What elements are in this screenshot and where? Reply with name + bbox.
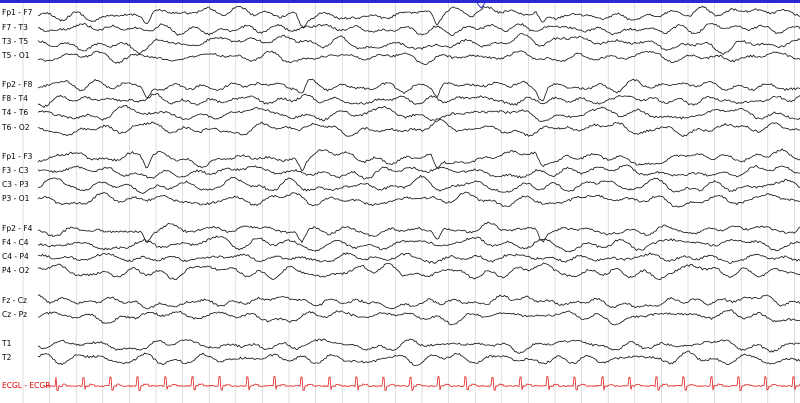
channel-label: P3 - O1 [2, 194, 30, 203]
time-grid [22, 3, 795, 403]
eeg-trace [37, 164, 800, 180]
eeg-trace [37, 350, 800, 367]
channel-label: F3 - C3 [2, 166, 29, 175]
channel-label: Fp2 - F8 [2, 80, 33, 89]
channel-label: T1 [1, 339, 12, 348]
eeg-trace [37, 22, 800, 37]
eeg-trace [37, 105, 800, 123]
eeg-trace [37, 118, 800, 138]
channel-label: P4 - O2 [2, 266, 30, 275]
channel-label: Fz - Cz [2, 296, 27, 305]
eeg-trace [37, 174, 800, 194]
channel-label: Fp1 - F3 [2, 152, 33, 161]
eeg-trace [37, 5, 800, 29]
channel-label: T6 - O2 [1, 123, 30, 132]
eeg-trace [37, 252, 800, 264]
eeg-trace [37, 338, 800, 354]
eeg-trace [37, 262, 800, 281]
ecg-trace [45, 375, 800, 392]
eeg-trace [37, 148, 800, 172]
channel-label: C3 - P3 [2, 180, 29, 189]
channel-label: T5 - O1 [1, 51, 30, 60]
eeg-trace [37, 50, 800, 66]
traces: Fp1 - F7 F7 - T3 T3 - T5 T5 - O1 Fp2 - F8 F8 … [1, 5, 800, 392]
channel-label: Fp2 - F4 [2, 224, 33, 233]
eeg-trace [38, 221, 800, 244]
top-bar [0, 0, 800, 3]
eeg-trace [37, 33, 800, 55]
eeg-trace [37, 78, 800, 102]
channel-label: Cz - Pz [2, 310, 27, 319]
channel-label: T2 [1, 353, 12, 362]
channel-label: ECGL - ECGR [2, 381, 50, 390]
eeg-trace [37, 235, 800, 253]
channel-label: T4 - T6 [1, 108, 28, 117]
channel-label: F4 - C4 [2, 238, 29, 247]
channel-label: F7 - T3 [2, 23, 28, 32]
eeg-trace [37, 309, 800, 326]
eeg-trace [37, 191, 800, 208]
channel-label: C4 - P4 [2, 252, 29, 261]
channel-label: Fp1 - F7 [2, 8, 33, 17]
channel-label: T3 - T5 [1, 37, 28, 46]
channel-label: F8 - T4 [2, 94, 28, 103]
eeg-trace [37, 294, 800, 310]
cursor-marker[interactable] [476, 2, 486, 9]
eeg-trace [37, 93, 800, 108]
